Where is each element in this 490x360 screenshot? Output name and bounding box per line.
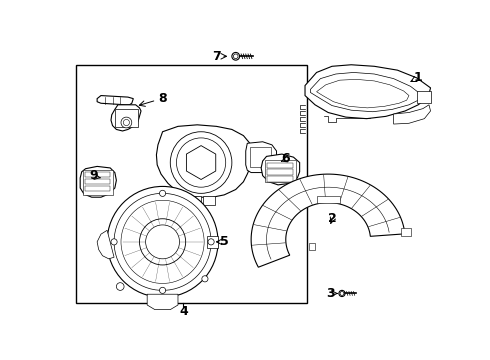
Circle shape	[176, 138, 226, 187]
Text: 8: 8	[158, 92, 167, 105]
Bar	[115, 109, 138, 127]
Polygon shape	[156, 125, 253, 197]
Bar	[85, 179, 110, 184]
Circle shape	[111, 239, 117, 245]
Circle shape	[340, 292, 344, 295]
Circle shape	[208, 239, 214, 245]
Bar	[267, 176, 293, 182]
Polygon shape	[317, 80, 409, 108]
Bar	[267, 163, 293, 168]
Polygon shape	[311, 72, 420, 112]
Text: 2: 2	[328, 212, 336, 225]
Polygon shape	[245, 142, 276, 172]
Text: 5: 5	[220, 235, 228, 248]
Polygon shape	[261, 154, 300, 185]
Circle shape	[121, 200, 204, 283]
Bar	[203, 195, 215, 205]
Circle shape	[160, 190, 166, 197]
Circle shape	[117, 283, 124, 291]
Bar	[83, 170, 113, 195]
Circle shape	[339, 291, 345, 297]
Circle shape	[160, 287, 166, 293]
Bar	[401, 228, 411, 236]
Text: 1: 1	[414, 71, 422, 84]
Text: 6: 6	[281, 152, 290, 165]
Bar	[85, 172, 110, 177]
Text: 7: 7	[212, 50, 221, 63]
Polygon shape	[186, 145, 216, 180]
Bar	[207, 236, 218, 248]
Circle shape	[114, 193, 211, 291]
Circle shape	[146, 225, 179, 259]
Circle shape	[121, 117, 132, 128]
Bar	[76, 65, 307, 303]
Circle shape	[202, 276, 208, 282]
Circle shape	[140, 219, 186, 265]
Polygon shape	[305, 65, 431, 119]
Polygon shape	[251, 174, 405, 267]
Circle shape	[171, 132, 232, 193]
Bar	[317, 197, 340, 203]
Circle shape	[232, 53, 240, 60]
Text: 9: 9	[89, 169, 98, 182]
Bar	[416, 91, 431, 103]
Bar	[267, 170, 293, 175]
Polygon shape	[97, 95, 133, 105]
Bar	[85, 186, 110, 191]
Circle shape	[107, 186, 218, 297]
Circle shape	[123, 120, 129, 126]
Polygon shape	[97, 230, 114, 259]
Bar	[249, 147, 271, 167]
Polygon shape	[147, 294, 178, 310]
Text: 4: 4	[179, 305, 188, 318]
Polygon shape	[111, 105, 141, 131]
Polygon shape	[80, 166, 117, 197]
Circle shape	[233, 54, 238, 59]
Text: 3: 3	[326, 287, 335, 300]
Bar	[190, 195, 201, 205]
Bar	[265, 160, 296, 182]
Polygon shape	[393, 105, 431, 124]
Bar	[309, 243, 315, 249]
